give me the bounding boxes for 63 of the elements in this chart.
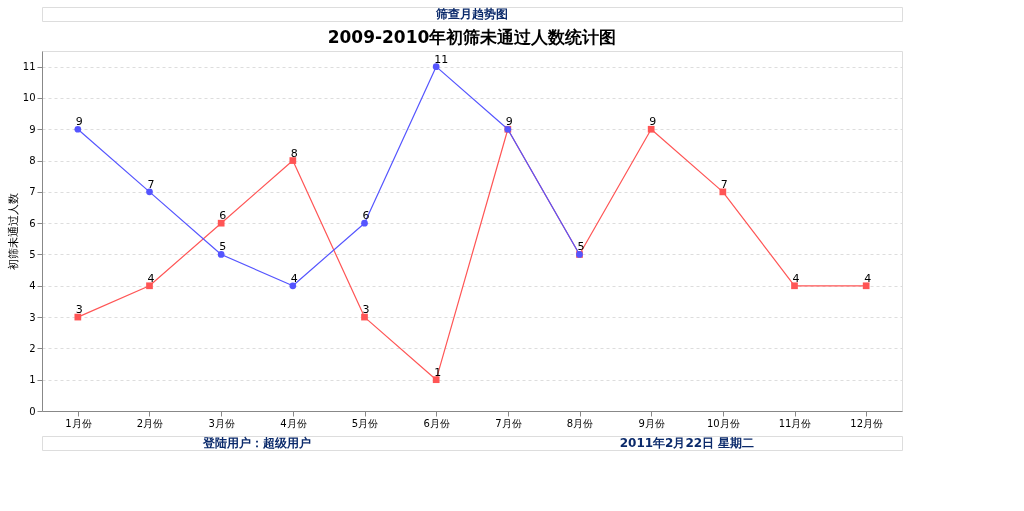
y-tick-label: 3 [29, 311, 36, 323]
y-tick-label: 1 [29, 374, 36, 386]
y-tick-label: 2 [29, 342, 36, 354]
point [361, 219, 368, 227]
chart-title: 2009-2010年初筛未通过人数统计图 [327, 27, 617, 47]
x-tick-label: 12月份 [850, 417, 884, 429]
y-tick-label: 8 [29, 155, 36, 167]
point [432, 376, 440, 384]
point [74, 313, 82, 321]
point [146, 282, 153, 290]
data-label: 8 [290, 146, 298, 160]
data-label: 6 [362, 209, 370, 223]
point [361, 313, 368, 321]
y-tick-label: 10 [22, 92, 36, 104]
x-tick-label: 10月份 [706, 417, 740, 429]
y-tick-label: 7 [29, 186, 36, 198]
text: 2011年2月22日 星期二 [619, 436, 755, 450]
data-label: 3 [75, 303, 83, 317]
data-label: 4 [147, 271, 155, 285]
data-label: 4 [290, 271, 298, 285]
data-label: 9 [75, 115, 83, 129]
x-tick-label: 2月份 [136, 417, 164, 429]
data-label: 6 [219, 209, 227, 223]
y-tick-label: 0 [29, 405, 36, 417]
x-tick-label: 1月份 [65, 417, 92, 429]
data-label: 7 [147, 177, 155, 191]
data-label: 5 [219, 240, 227, 254]
x-tick-label: 4月份 [280, 417, 307, 429]
text: 登陆用户：超级用户 [202, 436, 311, 450]
x-tick-label: 8月份 [566, 417, 594, 429]
x-tick-label: 6月份 [423, 417, 450, 429]
data-label: 4 [864, 271, 872, 285]
data-label: 4 [792, 271, 800, 285]
point [647, 125, 655, 133]
data-label: 3 [362, 303, 370, 317]
point [432, 63, 440, 70]
y-axis-title: 初筛未通过人数 [6, 193, 20, 270]
point [289, 157, 297, 164]
data-label: 9 [649, 115, 657, 129]
y-tick-label: 4 [29, 280, 36, 292]
point [146, 188, 153, 196]
point [289, 282, 297, 290]
x-tick-label: 11月份 [778, 417, 812, 429]
y-tick-label: 9 [29, 123, 36, 135]
x-tick-label: 9月份 [638, 417, 665, 429]
point [217, 219, 225, 227]
y-tick-label: 6 [29, 217, 36, 229]
x-tick-label: 3月份 [208, 417, 235, 429]
data-label: 11 [434, 52, 449, 66]
text: 筛查月趋势图 [435, 7, 508, 21]
y-tick-label: 5 [29, 248, 36, 260]
x-tick-label: 5月份 [351, 417, 379, 429]
point [791, 282, 798, 290]
point [74, 125, 82, 133]
point [862, 282, 870, 290]
point [217, 251, 225, 258]
y-tick-label: 11 [22, 61, 36, 73]
data-label: 1 [434, 365, 442, 379]
point [719, 188, 727, 196]
data-label: 9 [505, 115, 513, 129]
data-label: 5 [577, 240, 585, 254]
x-tick-label: 7月份 [495, 417, 522, 429]
data-label: 7 [720, 177, 728, 191]
